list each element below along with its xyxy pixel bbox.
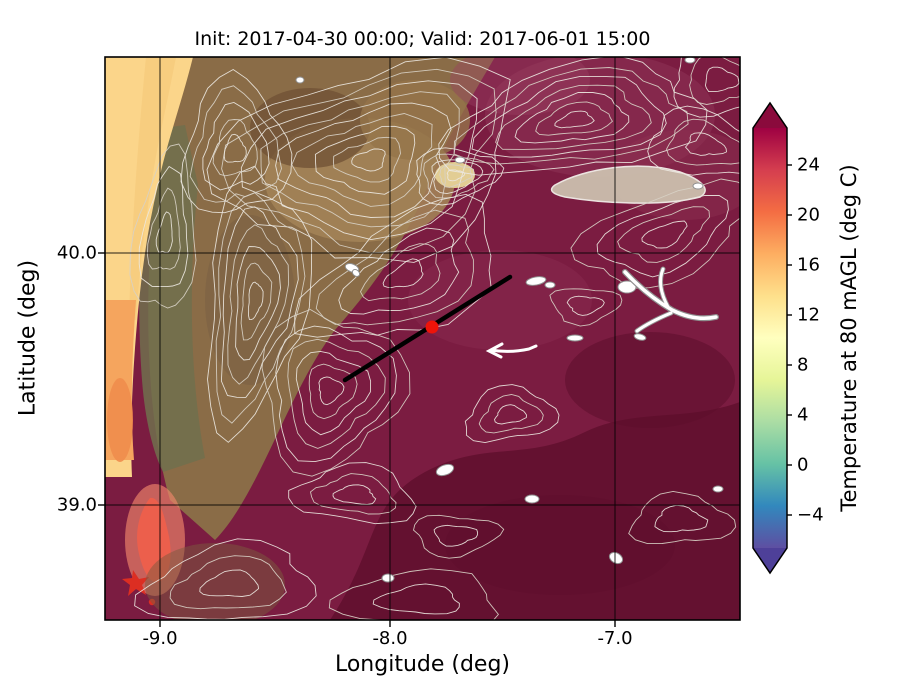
colorbar-tick-label-5: 4 — [797, 404, 809, 426]
terrain-contour-lines — [129, 57, 740, 620]
colorbar-tick-label-0: 24 — [797, 154, 820, 176]
transect-layer — [342, 274, 513, 383]
colorbar-tick-label-3: 12 — [797, 304, 820, 326]
colorbar-extend-under — [753, 548, 787, 573]
colorbar-tick-marks — [787, 164, 792, 516]
y-axis-label: Latitude (deg) — [15, 259, 41, 417]
axes-frame — [98, 56, 741, 627]
y-tick-label-0: 40.0 — [56, 242, 97, 264]
x-tick-label-0: -9.0 — [142, 628, 178, 649]
map-base-layer — [105, 57, 740, 620]
y-tick-label-1: 39.0 — [56, 494, 97, 516]
colorbar-tick-label-2: 16 — [797, 254, 820, 276]
river-layer — [485, 266, 719, 359]
x-tick-label-1: -8.0 — [372, 628, 408, 649]
plot-title: Init: 2017-04-30 00:00; Valid: 2017-06-0… — [194, 28, 651, 50]
graticule-layer — [105, 57, 740, 620]
colorbar-extend-over — [753, 103, 787, 128]
colorbar-tick-label-4: 8 — [797, 354, 809, 376]
x-axis-label: Longitude (deg) — [334, 652, 511, 677]
colorbar — [752, 101, 792, 575]
axis-tick-marks — [98, 252, 616, 627]
colorbar-tick-label-6: 0 — [797, 454, 809, 476]
water-bodies-layer — [295, 57, 724, 583]
colorbar-gradient — [753, 128, 787, 548]
transect-marker — [425, 320, 439, 334]
x-tick-label-2: -7.0 — [597, 628, 633, 649]
colorbar-label: Temperature at 80 mAGL (deg C) — [837, 164, 861, 512]
colorbar-tick-label-1: 20 — [797, 204, 820, 226]
colorbar-tick-label-7: −4 — [797, 504, 824, 526]
